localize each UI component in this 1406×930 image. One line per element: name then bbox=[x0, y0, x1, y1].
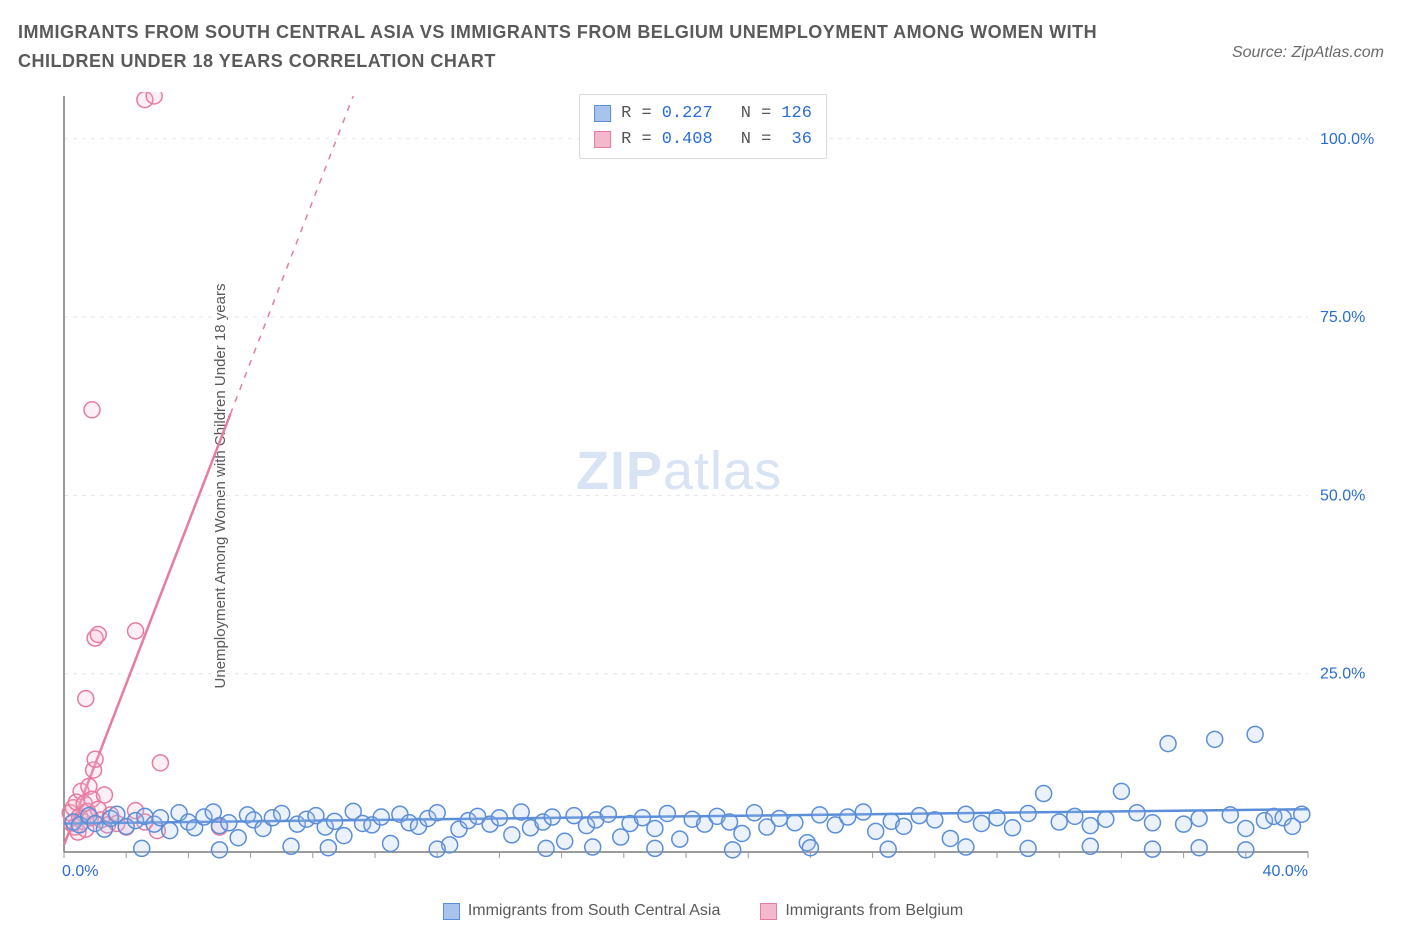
svg-text:25.0%: 25.0% bbox=[1320, 666, 1365, 683]
svg-text:75.0%: 75.0% bbox=[1320, 309, 1365, 326]
svg-text:100.0%: 100.0% bbox=[1320, 131, 1374, 148]
svg-text:0.0%: 0.0% bbox=[62, 863, 98, 880]
legend-swatch-belgium-bottom bbox=[760, 903, 777, 920]
legend-swatch-asia bbox=[594, 105, 611, 122]
n-value-asia: 126 bbox=[781, 101, 812, 127]
legend-item-asia: Immigrants from South Central Asia bbox=[443, 902, 721, 920]
r-value-asia: 0.227 bbox=[662, 101, 713, 127]
n-value-belgium: 36 bbox=[792, 127, 812, 153]
plot-area: Unemployment Among Women with Children U… bbox=[58, 92, 1386, 880]
legend-swatch-belgium bbox=[594, 131, 611, 148]
legend-swatch-asia-bottom bbox=[443, 903, 460, 920]
svg-text:40.0%: 40.0% bbox=[1263, 863, 1308, 880]
scatter-plot: 25.0% 50.0% 75.0% 100.0% 0.0% 40.0% bbox=[58, 92, 1386, 880]
source-citation: Source: ZipAtlas.com bbox=[1232, 44, 1384, 62]
legend-label-asia: Immigrants from South Central Asia bbox=[468, 902, 721, 920]
series-legend: Immigrants from South Central Asia Immig… bbox=[0, 902, 1406, 920]
svg-text:50.0%: 50.0% bbox=[1320, 487, 1365, 504]
legend-row-asia: R = 0.227 N = 126 bbox=[594, 101, 812, 127]
correlation-legend: R = 0.227 N = 126 R = 0.408 N = 36 bbox=[579, 94, 827, 159]
legend-item-belgium: Immigrants from Belgium bbox=[760, 902, 963, 920]
legend-row-belgium: R = 0.408 N = 36 bbox=[594, 127, 812, 153]
legend-label-belgium: Immigrants from Belgium bbox=[785, 902, 963, 920]
r-value-belgium: 0.408 bbox=[662, 127, 713, 153]
chart-title: IMMIGRANTS FROM SOUTH CENTRAL ASIA VS IM… bbox=[18, 18, 1118, 76]
